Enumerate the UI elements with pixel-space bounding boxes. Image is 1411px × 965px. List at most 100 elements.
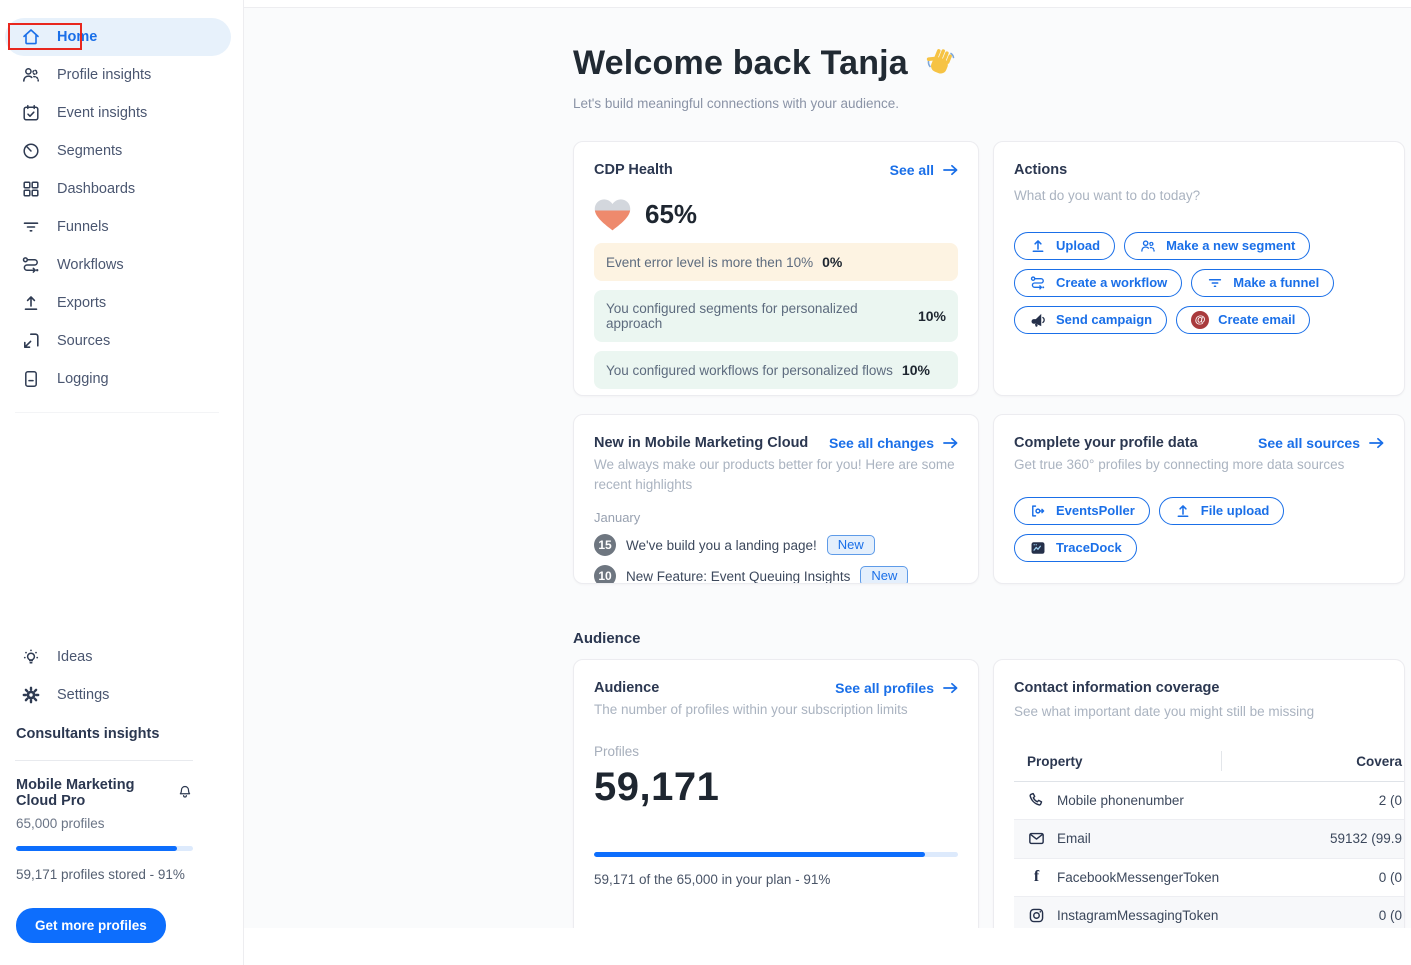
tracedock-icon	[1029, 539, 1047, 557]
see-all-profiles-link[interactable]: See all profiles	[835, 680, 958, 696]
see-all-label: See all sources	[1258, 435, 1360, 451]
create-workflow-button[interactable]: Create a workflow	[1014, 268, 1183, 297]
changelog-text: New Feature: Event Queuing Insights	[626, 568, 851, 584]
sidebar-item-label: Ideas	[57, 649, 93, 665]
profile-insights-icon	[21, 65, 41, 85]
sidebar-item-label: Segments	[57, 143, 123, 159]
sidebar-item-label: Home	[57, 29, 98, 45]
health-item-text: Event error level is more then 10%	[606, 254, 814, 270]
plan-limit: 65,000 profiles	[16, 816, 105, 831]
audience-progress-fill	[594, 851, 926, 857]
exports-icon	[21, 293, 41, 313]
lightbulb-icon	[21, 647, 41, 667]
send-campaign-button[interactable]: Send campaign	[1014, 305, 1168, 334]
sidebar-item-profile-insights[interactable]: Profile insights	[5, 56, 231, 94]
main-panel: Welcome back Tanja Let's build meaningfu…	[244, 7, 1411, 928]
health-item-text: You configured workflows for personalize…	[606, 362, 893, 378]
audience-card: Audience See all profiles The number of …	[573, 659, 979, 928]
day-badge: 10	[594, 565, 616, 583]
property-name: Mobile phonenumber	[1057, 792, 1184, 808]
health-item: You configured workflows for personalize…	[594, 351, 958, 389]
segments-icon	[21, 141, 41, 161]
page-title: Welcome back Tanja	[573, 44, 1405, 83]
profile-data-card: Complete your profile data See all sourc…	[993, 414, 1405, 584]
sidebar-item-workflows[interactable]: Workflows	[5, 246, 231, 284]
instagram-icon	[1027, 906, 1046, 925]
page-subtitle: Let's build meaningful connections with …	[573, 96, 900, 111]
sources-icon	[21, 331, 41, 351]
sidebar-item-segments[interactable]: Segments	[5, 132, 231, 170]
coverage-value: 2 (0	[1378, 792, 1402, 808]
plan-summary: Mobile Marketing Cloud Pro 65,000 profil…	[5, 777, 231, 882]
button-label: TraceDock	[1056, 540, 1122, 556]
plan-name: Mobile Marketing Cloud Pro	[16, 777, 135, 809]
profile-data-subtitle: Get true 360° profiles by connecting mor…	[1014, 457, 1345, 472]
sidebar-item-ideas[interactable]: Ideas	[5, 638, 231, 676]
sidebar-item-label: Logging	[57, 371, 109, 387]
see-all-changes-link[interactable]: See all changes	[829, 435, 958, 451]
health-item-value: 10%	[901, 362, 930, 378]
actions-subtitle: What do you want to do today?	[1014, 188, 1201, 203]
new-badge: New	[860, 566, 909, 583]
button-label: File upload	[1200, 503, 1270, 519]
sidebar-item-label: Dashboards	[57, 181, 136, 197]
tracedock-button[interactable]: TraceDock	[1014, 533, 1137, 562]
make-new-segment-button[interactable]: Make a new segment	[1124, 231, 1311, 260]
property-name: Email	[1057, 831, 1091, 847]
sidebar-item-event-insights[interactable]: Event insights	[5, 94, 231, 132]
gear-icon	[21, 685, 41, 705]
whats-new-title: New in Mobile Marketing Cloud	[594, 435, 809, 451]
whats-new-card: New in Mobile Marketing Cloud See all ch…	[573, 414, 979, 584]
see-all-sources-link[interactable]: See all sources	[1258, 435, 1384, 451]
file-upload-button[interactable]: File upload	[1158, 496, 1285, 525]
changelog-item: 15 We've build you a landing page! New	[594, 534, 958, 557]
sidebar-item-label: Profile insights	[57, 67, 152, 83]
upload-button[interactable]: Upload	[1014, 231, 1116, 260]
sidebar-item-logging[interactable]: Logging	[5, 360, 231, 398]
email-icon	[1027, 829, 1046, 848]
plan-usage: 59,171 profiles stored - 91%	[16, 867, 185, 882]
sidebar-item-label: Event insights	[57, 105, 148, 121]
sidebar-fade-divider	[15, 412, 219, 413]
event-insights-icon	[21, 103, 41, 123]
see-all-link[interactable]: See all	[890, 162, 958, 178]
cdp-health-card: CDP Health See all 65% Event error level…	[573, 141, 979, 396]
column-header-property: Property	[1027, 753, 1083, 769]
sidebar-item-exports[interactable]: Exports	[5, 284, 231, 322]
get-more-profiles-button[interactable]: Get more profiles	[16, 908, 166, 943]
audience-section-heading: Audience	[573, 630, 641, 647]
upload-icon	[1174, 502, 1192, 520]
arrow-right-icon	[943, 164, 958, 176]
button-label: Send campaign	[1056, 312, 1153, 328]
button-label: Create a workflow	[1056, 275, 1168, 291]
sidebar-item-sources[interactable]: Sources	[5, 322, 231, 360]
funnels-icon	[21, 217, 41, 237]
coverage-header-row: Property Covera	[1014, 742, 1404, 782]
arrow-right-icon	[1369, 437, 1384, 449]
cdp-health-title: CDP Health	[594, 162, 673, 178]
profiles-value: 59,171	[594, 764, 720, 809]
create-email-button[interactable]: @ Create email	[1176, 305, 1311, 334]
sidebar: Home Profile insights Event insights Seg…	[0, 0, 244, 965]
coverage-value: 0 (0	[1378, 908, 1402, 924]
sidebar-item-label: Funnels	[57, 219, 109, 235]
sidebar-item-settings[interactable]: Settings	[5, 676, 231, 714]
health-score: 65%	[645, 199, 698, 229]
make-funnel-button[interactable]: Make a funnel	[1191, 268, 1335, 297]
consultants-insights-heading: Consultants insights	[16, 726, 160, 742]
sidebar-item-funnels[interactable]: Funnels	[5, 208, 231, 246]
button-label: Make a new segment	[1166, 238, 1296, 254]
sidebar-item-dashboards[interactable]: Dashboards	[5, 170, 231, 208]
segment-icon	[1139, 237, 1157, 255]
see-all-label: See all changes	[828, 435, 934, 451]
audience-caption: 59,171 of the 65,000 in your plan - 91%	[594, 871, 831, 887]
notification-bell-icon[interactable]	[177, 784, 193, 803]
actions-title: Actions	[1014, 162, 1068, 178]
coverage-card: Contact information coverage See what im…	[993, 659, 1405, 928]
home-icon	[21, 27, 41, 47]
sidebar-item-label: Workflows	[57, 257, 124, 273]
sidebar-item-home[interactable]: Home	[5, 18, 231, 56]
property-name: InstagramMessagingToken	[1057, 908, 1219, 924]
button-label: EventsPoller	[1056, 503, 1135, 519]
eventspoller-button[interactable]: EventsPoller	[1014, 496, 1150, 525]
